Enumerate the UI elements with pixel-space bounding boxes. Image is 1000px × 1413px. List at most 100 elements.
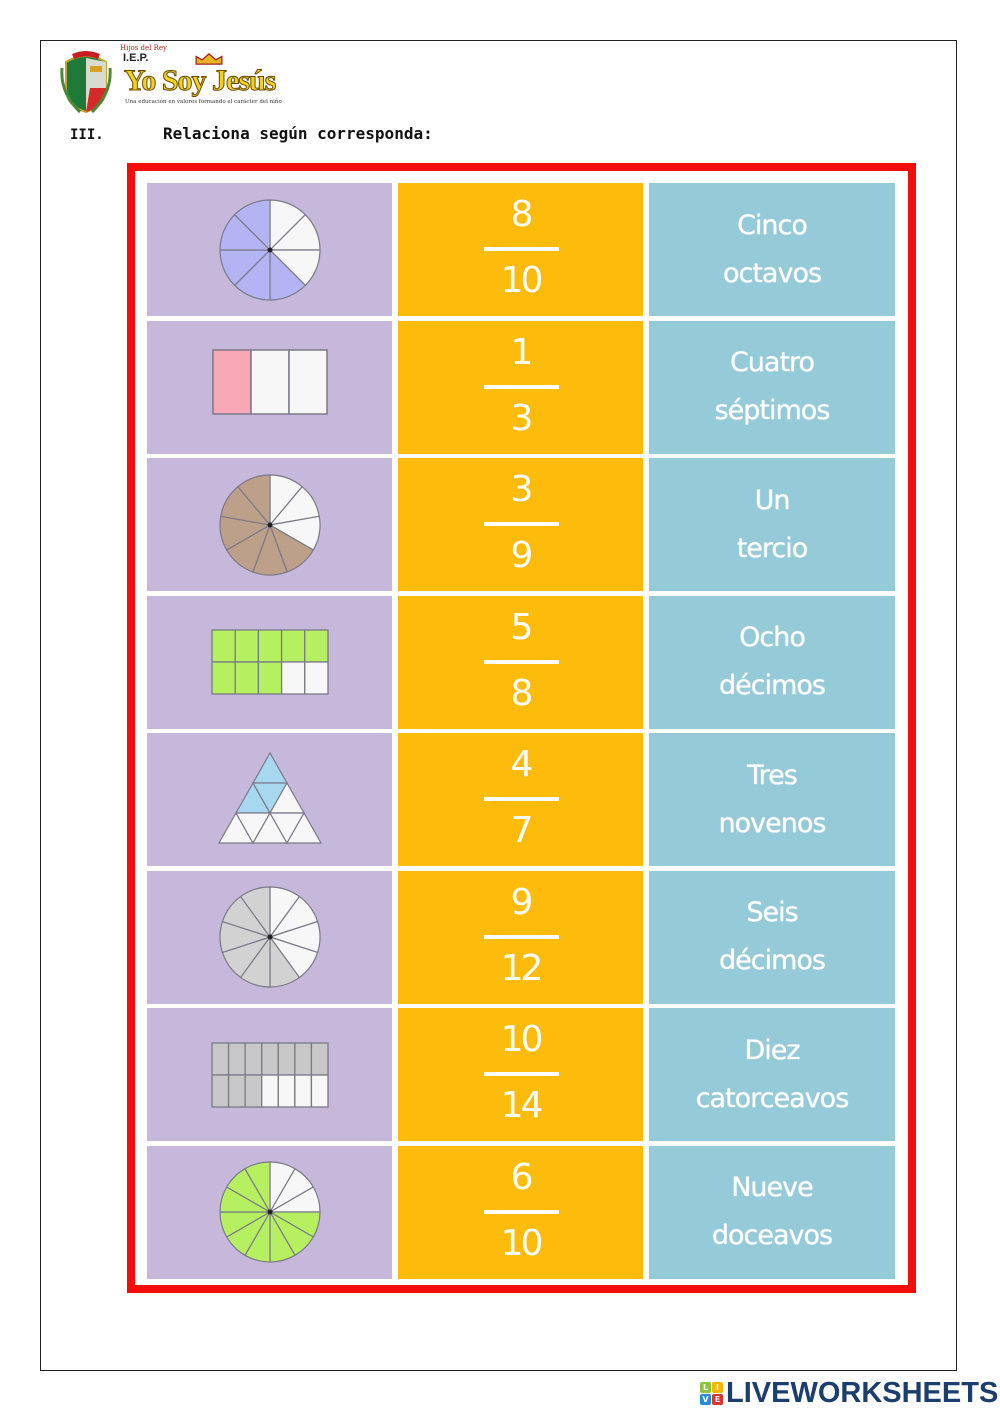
shaded-part — [257, 661, 282, 695]
matching-table: 8 10 Cinco octavos 1 3 Cuatro séptimos 3… — [135, 171, 908, 1285]
shaded-part — [280, 629, 305, 663]
words-cell[interactable]: Nueve doceavos — [649, 1145, 895, 1279]
fraction-cell[interactable]: 5 8 — [398, 595, 643, 729]
matching-row: 1 3 Cuatro séptimos — [147, 320, 895, 454]
shaded-part — [227, 1041, 246, 1076]
matching-row: 10 14 Diez catorceavos — [147, 1008, 895, 1141]
numerator: 1 — [510, 331, 534, 373]
shaded-part — [243, 1073, 262, 1108]
matching-row: 6 10 Nueve doceavos — [147, 1145, 895, 1279]
denominator: 8 — [510, 672, 534, 714]
word-line-1: Un — [754, 484, 791, 516]
circle-fraction-picture — [218, 473, 321, 576]
shaded-part — [310, 1041, 329, 1076]
tile-e: E — [712, 1393, 723, 1405]
words-cell[interactable]: Tres novenos — [649, 733, 895, 866]
words-cell[interactable]: Cuatro séptimos — [649, 320, 895, 454]
tile-i: I — [712, 1381, 723, 1393]
picture-cell[interactable] — [147, 595, 392, 729]
numerator: 6 — [510, 1156, 534, 1198]
fraction-bar — [484, 659, 559, 664]
grid-fraction-picture — [210, 1041, 329, 1108]
shaded-part — [210, 629, 236, 663]
fraction-cell[interactable]: 1 3 — [398, 320, 643, 454]
motto-text: Hijos del Rey — [120, 44, 168, 52]
live-tiles-icon: L I V E — [700, 1381, 723, 1405]
word-line-1: Cinco — [737, 209, 808, 241]
bar-fraction-picture — [211, 349, 328, 415]
exercise-number: III. — [70, 127, 104, 143]
shaded-slice — [243, 1161, 271, 1215]
shaded-part — [303, 629, 329, 663]
denominator: 14 — [500, 1085, 544, 1126]
fraction-cell[interactable]: 3 9 — [398, 458, 643, 591]
shaded-part — [277, 1041, 296, 1076]
fraction-cell[interactable]: 6 10 — [398, 1145, 643, 1279]
words-cell[interactable]: Ocho décimos — [649, 595, 895, 729]
shaded-part — [210, 1073, 229, 1108]
shaded-part — [260, 1041, 279, 1076]
denominator: 9 — [510, 535, 534, 576]
tile-v: V — [700, 1393, 711, 1405]
picture-cell[interactable] — [147, 870, 392, 1004]
word-line-1: Nueve — [731, 1172, 814, 1203]
shaded-part — [293, 1041, 312, 1076]
school-crest-logo — [60, 51, 112, 114]
circle-fraction-picture — [218, 198, 321, 301]
picture-cell[interactable] — [147, 320, 392, 454]
word-line-1: Seis — [746, 897, 798, 928]
liveworksheets-wordmark: LIVEWORKSHEETS — [726, 1376, 999, 1409]
word-line-1: Cuatro — [729, 347, 815, 378]
word-line-2: tercio — [736, 532, 809, 564]
denominator: 10 — [500, 1222, 544, 1264]
numerator: 8 — [510, 194, 534, 235]
words-cell[interactable]: Diez catorceavos — [649, 1008, 895, 1141]
school-brand-logo: Hijos del Rey I.E.P. Yo Soy Jesús Una ed… — [120, 44, 320, 108]
word-line-1: Tres — [747, 759, 798, 791]
shaded-slice — [233, 198, 271, 251]
circle-fraction-picture — [218, 1161, 321, 1263]
fraction-cell[interactable]: 4 7 — [398, 733, 643, 866]
picture-cell[interactable] — [147, 458, 392, 591]
unshaded-part — [287, 349, 328, 415]
shaded-part — [210, 661, 236, 695]
shaded-slice — [239, 886, 271, 939]
school-name: Yo Soy Jesús — [123, 64, 276, 97]
fraction-bar — [484, 247, 559, 251]
center-dot — [267, 934, 272, 940]
matching-row: 5 8 Ocho décimos — [147, 595, 895, 729]
numerator: 3 — [510, 469, 534, 510]
picture-cell[interactable] — [147, 733, 392, 866]
denominator: 10 — [500, 260, 544, 301]
picture-cell[interactable] — [147, 183, 392, 316]
unshaded-part — [293, 1073, 312, 1108]
fraction-cell[interactable]: 8 10 — [398, 183, 643, 316]
shaded-part — [211, 349, 252, 415]
numerator: 4 — [510, 744, 534, 785]
words-cell[interactable]: Seis décimos — [649, 870, 895, 1004]
picture-cell[interactable] — [147, 1008, 392, 1141]
grid-fraction-picture — [210, 629, 329, 695]
picture-cell[interactable] — [147, 1145, 392, 1279]
word-line-2: catorceavos — [695, 1082, 850, 1114]
unshaded-part — [310, 1073, 329, 1108]
numerator: 10 — [500, 1019, 544, 1060]
fraction-bar — [484, 1209, 559, 1214]
fraction-bar — [484, 934, 559, 939]
word-line-2: séptimos — [714, 395, 831, 426]
fraction-cell[interactable]: 10 14 — [398, 1008, 643, 1141]
word-line-2: novenos — [718, 807, 827, 839]
fraction-bar — [484, 522, 559, 526]
center-dot — [267, 247, 272, 252]
shaded-slice — [236, 473, 271, 527]
fraction-cell[interactable]: 9 12 — [398, 870, 643, 1004]
word-line-2: doceavos — [711, 1220, 833, 1251]
word-line-2: décimos — [719, 670, 826, 701]
school-type: I.E.P. — [123, 52, 149, 64]
center-dot — [267, 522, 272, 527]
words-cell[interactable]: Un tercio — [649, 458, 895, 591]
word-line-2: octavos — [722, 257, 822, 289]
denominator: 3 — [510, 397, 534, 439]
words-cell[interactable]: Cinco octavos — [649, 183, 895, 316]
liveworksheets-logo[interactable]: L I V E LIVEWORKSHEETS — [700, 1376, 999, 1409]
